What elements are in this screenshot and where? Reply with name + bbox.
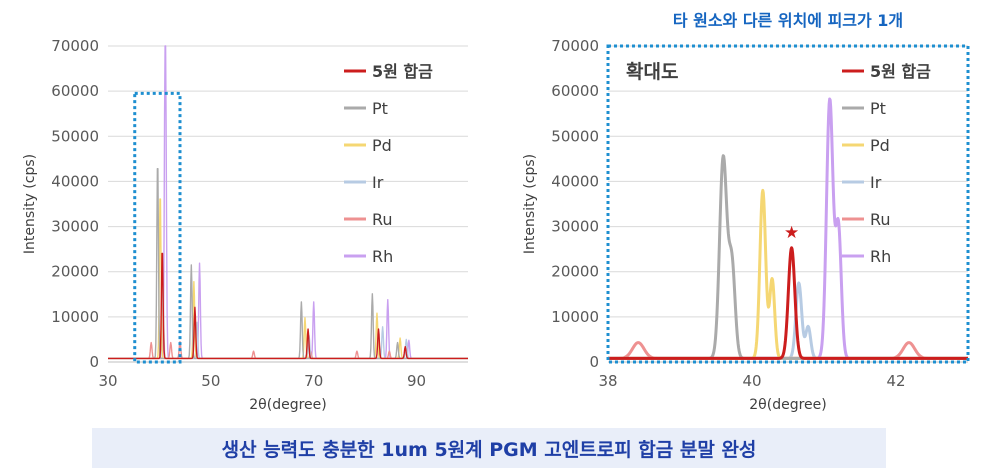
- legend-label: Ir: [372, 173, 384, 192]
- legend-label: Ru: [372, 210, 393, 229]
- xrd-full-range-chart: 0 10000 20000 30000 40000 50000 60000 70000 30 50…: [22, 37, 469, 413]
- zoom-title: 타 원소와 다른 위치에 피크가 1개: [673, 11, 903, 30]
- series-line-pt: [607, 154, 969, 360]
- legend-label: Rh: [870, 247, 891, 266]
- legend-label: Ru: [870, 210, 891, 229]
- y-tick-label: 10000: [51, 308, 99, 326]
- highlight-box: [133, 91, 182, 364]
- y-tick-label: 60000: [51, 82, 99, 100]
- y-tick-label: 40000: [51, 172, 99, 190]
- x-tick-label: 38: [598, 372, 617, 390]
- x-axis-title: 2θ(degree): [249, 397, 326, 413]
- y-tick-label: 0: [89, 353, 99, 371]
- legend-label: 5원 합금: [372, 62, 433, 81]
- y-axis-title: Intensity (cps): [22, 154, 38, 254]
- legend-label: Pt: [372, 99, 388, 118]
- legend-label: Pd: [372, 136, 392, 155]
- y-tick-label: 70000: [551, 37, 599, 55]
- caption-text: 생산 능력도 충분한 1um 5원계 PGM 고엔트로피 합금 분말 완성: [221, 438, 757, 461]
- x-tick-label: 90: [407, 372, 426, 390]
- x-tick-label: 70: [304, 372, 323, 390]
- y-tick-label: 60000: [551, 82, 599, 100]
- series-line-alloy: [107, 252, 469, 360]
- y-tick-label: 50000: [551, 127, 599, 145]
- legend-label: Pd: [870, 136, 890, 155]
- legend-label: Ir: [870, 173, 882, 192]
- y-tick-label: 0: [589, 353, 599, 371]
- y-tick-label: 70000: [51, 37, 99, 55]
- x-tick-label: 42: [886, 372, 905, 390]
- series-line-alloy: [607, 246, 969, 360]
- x-tick-label: 30: [98, 372, 117, 390]
- zoom-label: 확대도: [626, 60, 678, 83]
- x-axis-title: 2θ(degree): [749, 397, 826, 413]
- caption-banner: 생산 능력도 충분한 1um 5원계 PGM 고엔트로피 합금 분말 완성: [92, 428, 886, 468]
- y-tick-label: 20000: [551, 263, 599, 281]
- legend-label: Rh: [372, 247, 393, 266]
- y-tick-label: 30000: [51, 218, 99, 236]
- y-tick-label: 40000: [551, 172, 599, 190]
- legend-label: 5원 합금: [870, 62, 931, 81]
- y-tick-label: 20000: [51, 263, 99, 281]
- zoom-frame: [606, 44, 970, 364]
- x-tick-label: 40: [742, 372, 761, 390]
- y-axis-title: Intensity (cps): [522, 154, 538, 254]
- star-icon: ★: [784, 223, 799, 243]
- series-line-ru: [607, 341, 969, 360]
- xrd-zoomed-chart: 0 10000 20000 30000 40000 50000 60000 70000 38 40…: [522, 11, 970, 413]
- legend-label: Pt: [870, 99, 886, 118]
- y-tick-label: 50000: [51, 127, 99, 145]
- y-tick-label: 30000: [551, 218, 599, 236]
- y-tick-label: 10000: [551, 308, 599, 326]
- x-tick-label: 50: [201, 372, 220, 390]
